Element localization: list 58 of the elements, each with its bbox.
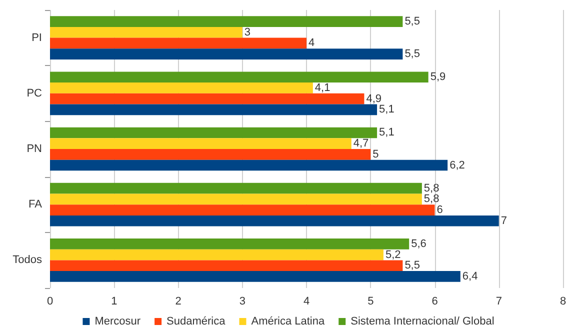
x-tick-label: 0 bbox=[46, 296, 54, 308]
data-label: 5,8 bbox=[424, 193, 440, 206]
data-label: 6,2 bbox=[450, 159, 465, 172]
data-label: 6 bbox=[436, 204, 443, 216]
data-label: 5,5 bbox=[404, 16, 420, 28]
x-tick-label: 8 bbox=[560, 296, 566, 308]
bar bbox=[50, 38, 306, 49]
data-label: 4,7 bbox=[353, 138, 369, 150]
bar bbox=[50, 82, 313, 94]
data-label: 5,5 bbox=[404, 48, 420, 60]
data-label: 5,9 bbox=[430, 71, 446, 84]
x-tick-label: 4 bbox=[303, 296, 310, 308]
x-tick-label: 1 bbox=[111, 296, 118, 308]
legend-label: Sudamérica bbox=[166, 316, 226, 328]
data-label: 4,9 bbox=[366, 92, 382, 105]
y-tick-label: PN bbox=[26, 143, 42, 155]
bar bbox=[50, 182, 422, 194]
legend-label: Mercosur bbox=[94, 316, 141, 328]
bar bbox=[50, 260, 403, 272]
x-tick-label: 7 bbox=[496, 296, 502, 308]
data-label: 5,1 bbox=[379, 126, 394, 139]
data-label: 6,4 bbox=[462, 270, 478, 282]
data-label: 4,1 bbox=[314, 82, 330, 94]
x-tick-label: 3 bbox=[239, 296, 246, 308]
y-tick-label: PI bbox=[32, 32, 42, 44]
bar bbox=[50, 26, 242, 38]
x-tick-label: 5 bbox=[368, 296, 374, 308]
data-label: 3 bbox=[244, 26, 250, 38]
data-label: 5,6 bbox=[411, 238, 426, 250]
bar bbox=[50, 160, 448, 171]
data-label: 5,1 bbox=[379, 104, 394, 116]
bar bbox=[50, 72, 428, 83]
bar bbox=[50, 204, 435, 216]
bar bbox=[50, 127, 378, 138]
bar bbox=[50, 215, 499, 226]
bar bbox=[50, 104, 378, 116]
data-label: 7 bbox=[500, 214, 507, 227]
legend-label: Sistema Internacional/ Global bbox=[350, 316, 494, 328]
y-tick-label: Todos bbox=[12, 254, 42, 266]
data-label: 5,8 bbox=[424, 182, 440, 194]
data-label: 5 bbox=[372, 148, 379, 160]
bar bbox=[50, 138, 352, 149]
bar bbox=[50, 93, 364, 104]
data-label: 5,5 bbox=[404, 260, 420, 272]
legend-label: América Latina bbox=[251, 316, 326, 328]
y-tick-label: PC bbox=[26, 87, 42, 100]
x-tick-label: 6 bbox=[432, 296, 438, 308]
bar bbox=[50, 271, 460, 282]
bar bbox=[50, 194, 422, 205]
y-tick-label: FA bbox=[28, 198, 43, 211]
bar bbox=[50, 16, 403, 27]
data-label: 5,2 bbox=[385, 248, 401, 261]
bar bbox=[50, 238, 410, 250]
bar bbox=[50, 48, 403, 60]
bar bbox=[50, 149, 371, 160]
bar bbox=[50, 249, 384, 260]
x-tick-label: 2 bbox=[175, 296, 182, 308]
data-label: 4 bbox=[308, 37, 315, 50]
